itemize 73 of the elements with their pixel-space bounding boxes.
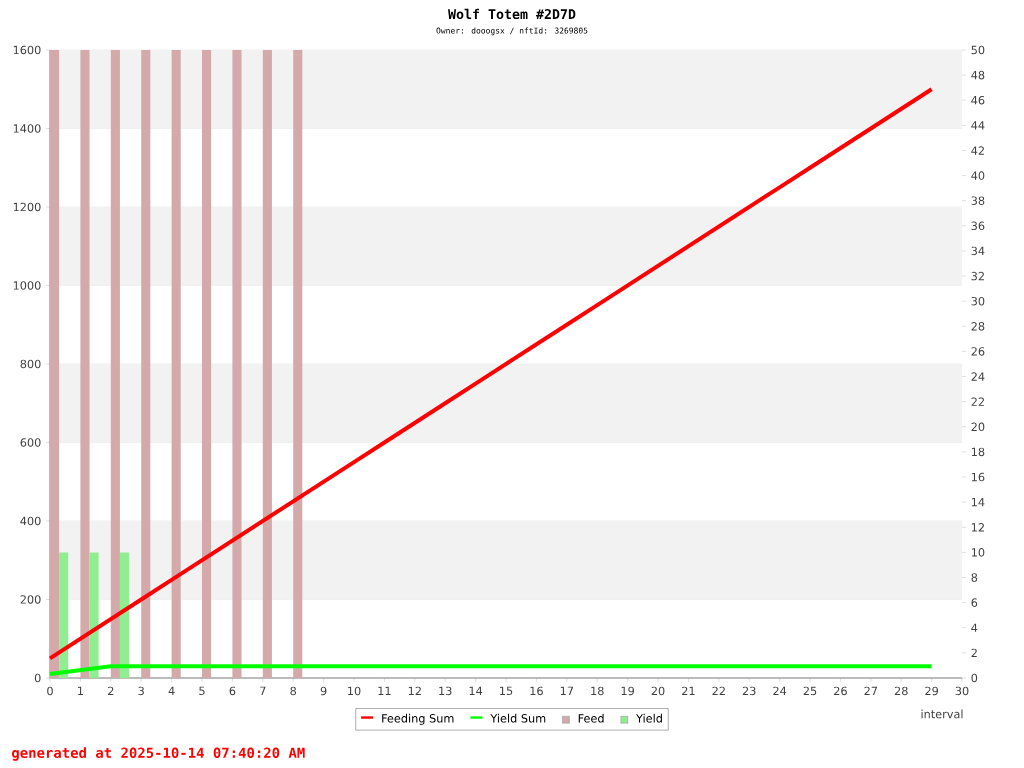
legend-label: Feeding Sum	[382, 713, 454, 725]
y2-tick-label: 14	[971, 498, 985, 507]
x-tick-label: 25	[803, 686, 817, 696]
x-tick-label: 9	[320, 686, 327, 696]
x-tick-label: 15	[500, 686, 513, 696]
y2-tick-label: 48	[971, 70, 985, 80]
x-tick-label: 21	[682, 686, 695, 696]
x-tick-label: 7	[260, 686, 266, 695]
y2-tick-label: 46	[971, 95, 985, 105]
y-tick-label: 1000	[13, 281, 41, 290]
y2-tick-label: 16	[971, 472, 985, 482]
y-tick-label: 600	[20, 438, 41, 447]
y2-tick-label: 10	[971, 548, 985, 557]
y2-tick-label: 44	[971, 121, 985, 130]
y2-tick-label: 4	[971, 623, 978, 632]
x-tick-label: 28	[894, 686, 908, 696]
x-tick-label: 8	[290, 686, 297, 696]
y-tick-label: 800	[20, 359, 41, 369]
legend-label: Yield	[636, 713, 662, 723]
x-tick-label: 19	[621, 686, 635, 696]
y2-tick-label: 12	[971, 523, 984, 532]
x-tick-label: 26	[834, 686, 847, 696]
y2-tick-label: 28	[971, 322, 985, 331]
y2-tick-label: 20	[971, 422, 985, 432]
chart-title: Wolf Totem #2D7D	[448, 8, 576, 20]
x-tick-label: 14	[469, 686, 483, 695]
x-axis-title: interval	[921, 709, 963, 719]
y2-tick-label: 8	[971, 573, 978, 582]
y2-tick-label: 26	[971, 347, 985, 356]
y2-tick-label: 34	[971, 246, 985, 256]
y2-tick-label: 40	[971, 171, 985, 180]
y2-tick-label: 22	[971, 397, 984, 406]
y2-tick-label: 36	[971, 221, 985, 231]
x-tick-label: 30	[955, 686, 969, 696]
x-tick-label: 13	[439, 686, 452, 696]
x-tick-label: 1	[78, 686, 83, 695]
y-tick-label: 1400	[13, 124, 41, 133]
x-tick-label: 10	[348, 686, 361, 696]
y2-tick-label: 0	[971, 673, 978, 683]
x-tick-label: 2	[108, 686, 114, 696]
y-tick-label: 400	[20, 516, 41, 526]
x-tick-label: 12	[408, 686, 421, 696]
legend-label: Yield Sum	[490, 713, 546, 723]
y-tick-label: 200	[20, 595, 41, 604]
x-tick-label: 5	[199, 686, 205, 696]
x-tick-label: 23	[742, 686, 756, 696]
x-tick-label: 0	[47, 686, 53, 696]
y2-tick-label: 18	[971, 447, 985, 457]
y2-tick-label: 32	[971, 271, 984, 281]
legend-label: Feed	[578, 713, 604, 723]
y2-tick-label: 30	[971, 296, 985, 306]
y-tick-label: 0	[34, 673, 41, 683]
y2-tick-label: 24	[971, 372, 985, 381]
y2-tick-label: 6	[971, 598, 978, 607]
y2-tick-label: 2	[971, 648, 977, 658]
y2-tick-label: 38	[971, 196, 985, 205]
x-tick-label: 4	[168, 686, 175, 695]
y2-tick-label: 42	[971, 146, 984, 155]
y-tick-label: 1600	[13, 45, 41, 55]
x-tick-label: 24	[773, 686, 787, 696]
x-tick-label: 29	[925, 686, 939, 696]
x-tick-label: 17	[560, 686, 574, 695]
text: generated at 2025-10-14 07:40:20 AM	[12, 747, 305, 761]
y-tick-label: 1200	[13, 202, 41, 212]
x-tick-label: 20	[651, 686, 665, 696]
x-tick-label: 22	[712, 686, 725, 696]
x-tick-label: 3	[138, 686, 144, 696]
x-tick-label: 6	[229, 686, 236, 696]
x-tick-label: 18	[591, 686, 604, 696]
x-tick-label: 11	[378, 686, 391, 695]
x-tick-label: 16	[530, 686, 543, 696]
y2-tick-label: 50	[971, 45, 985, 55]
x-tick-label: 27	[864, 686, 878, 696]
